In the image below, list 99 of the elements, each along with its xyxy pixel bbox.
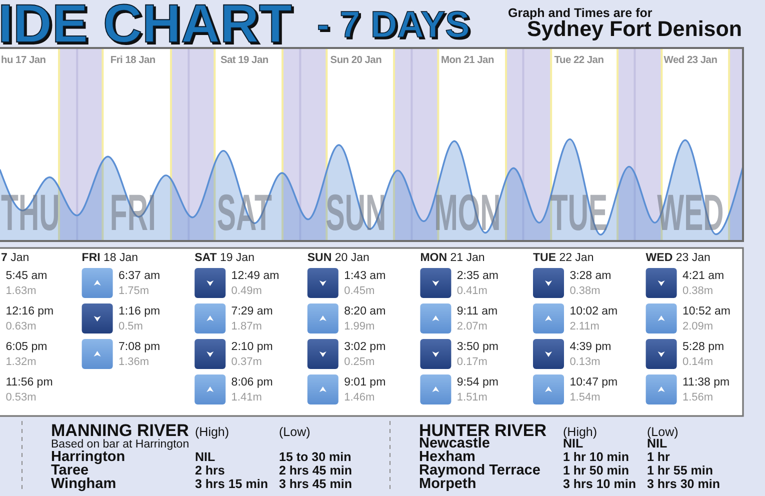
text: 1.63m	[6, 285, 36, 297]
category-label: SAT 19 Jan	[194, 252, 254, 264]
text: 0.41m	[456, 285, 488, 297]
text: 4:39 pm	[570, 341, 612, 353]
text: 2 hrs 45 min	[279, 464, 352, 478]
text: Graph and Times are for	[508, 6, 652, 20]
text: 6:05 pm	[6, 341, 48, 353]
text: 7:08 pm	[118, 341, 160, 353]
text: 10:52 am	[682, 306, 730, 318]
text: 1.99m	[344, 320, 375, 332]
text: 1 hr	[647, 450, 670, 464]
text: 1.54m	[570, 392, 600, 404]
text: 2:10 pm	[231, 341, 273, 353]
x-tick-label: Sun 20 Jan	[330, 55, 382, 66]
category-label: FRI 18 Jan	[82, 252, 138, 264]
chart-title: IDE CHART	[0, 0, 292, 54]
category-label: WED 23 Jan	[646, 252, 710, 264]
text: 3 hrs 10 min	[563, 477, 636, 491]
text: 8:20 am	[344, 306, 386, 318]
text: 1.41m	[231, 392, 262, 404]
text: 2.09m	[682, 320, 714, 332]
text: 2.11m	[570, 320, 600, 332]
x-tick-label: Tue 22 Jan	[554, 55, 604, 66]
x-tick-label: Fri 18 Jan	[110, 55, 156, 66]
text: 12:16 pm	[6, 306, 54, 318]
text: 4:21 am	[682, 270, 724, 282]
text: 0.49m	[231, 285, 262, 297]
text: 1 hr 10 min	[563, 450, 629, 464]
text: 9:11 am	[456, 306, 498, 318]
text: 0.17m	[456, 356, 488, 368]
text: 2.07m	[456, 320, 488, 332]
text: 0.5m	[118, 320, 143, 332]
text: 5:28 pm	[682, 341, 724, 353]
text: 0.37m	[231, 356, 262, 368]
text: 1:43 am	[344, 270, 386, 282]
x-tick-label: Sat 19 Jan	[220, 55, 268, 66]
text: 1.56m	[682, 392, 714, 404]
annotation: FRI	[110, 184, 156, 242]
text: 0.38m	[570, 285, 600, 297]
category-label: Morpeth	[419, 476, 476, 492]
category-label: (Low)	[279, 425, 310, 439]
text: 0.38m	[682, 285, 714, 297]
text: 1.46m	[344, 392, 375, 404]
annotation: THU	[1, 184, 60, 242]
category-label: MON 21 Jan	[420, 252, 485, 264]
text: 10:02 am	[570, 306, 618, 318]
text: 1.87m	[231, 320, 262, 332]
category-label: Wingham	[51, 476, 116, 492]
text: 1.51m	[456, 392, 488, 404]
text: 6:37 am	[118, 270, 160, 282]
text: 12:49 am	[231, 270, 280, 282]
annotation: SAT	[216, 184, 272, 242]
text: 7:29 am	[231, 306, 273, 318]
text: 3:02 pm	[344, 341, 386, 353]
category-label: Taree	[51, 462, 89, 478]
category-label: Hexham	[419, 449, 476, 465]
text: 1.32m	[6, 356, 36, 368]
category-label: Raymond Terrace	[419, 462, 540, 478]
text: 3 hrs 30 min	[647, 477, 720, 491]
text: Based on bar at Harrington	[51, 438, 190, 450]
category-label: (Low)	[647, 425, 678, 439]
text: 3 hrs 15 min	[195, 477, 268, 491]
text: NIL	[647, 436, 668, 450]
text: 0.45m	[344, 285, 375, 297]
text: 1 hr 50 min	[563, 464, 629, 478]
text: 3:50 pm	[456, 341, 498, 353]
text: 0.63m	[6, 320, 36, 332]
text: 1.75m	[118, 285, 150, 297]
text: 8:06 pm	[231, 376, 273, 388]
text: 1.36m	[118, 356, 150, 368]
x-tick-label: Mon 21 Jan	[440, 55, 494, 66]
text: 2:35 am	[456, 270, 498, 282]
text: 9:01 pm	[344, 376, 386, 388]
text: 0.25m	[344, 356, 375, 368]
category-label: (High)	[563, 425, 598, 439]
category-label: SUN 20 Jan	[307, 252, 370, 264]
text: 9:54 pm	[456, 376, 498, 388]
text: NIL	[195, 450, 216, 464]
text: 0.14m	[682, 356, 714, 368]
category-label: Harrington	[51, 449, 126, 465]
text: 3 hrs 45 min	[279, 477, 352, 491]
text: 10:47 pm	[570, 376, 618, 388]
text: 1 hr 55 min	[647, 464, 713, 478]
category-label: TUE 22 Jan	[533, 252, 594, 264]
text: 0.53m	[6, 392, 36, 404]
text: 11:56 pm	[6, 376, 53, 388]
x-tick-label: Wed 23 Jan	[664, 55, 718, 66]
text: 0.13m	[570, 356, 600, 368]
x-tick-label: hu 17 Jan	[1, 55, 46, 66]
text: 2 hrs	[195, 464, 225, 478]
text: MANNING RIVER	[51, 421, 189, 440]
text: 1:16 pm	[118, 306, 160, 318]
text: 3:28 am	[570, 270, 612, 282]
category-label: (High)	[195, 425, 230, 439]
text: 11:38 pm	[682, 376, 730, 388]
category-label: 7 Jan	[1, 252, 30, 264]
chart-subtitle: - 7 DAYS	[317, 4, 470, 45]
text: 5:45 am	[6, 270, 48, 282]
text: 15 to 30 min	[279, 450, 352, 464]
